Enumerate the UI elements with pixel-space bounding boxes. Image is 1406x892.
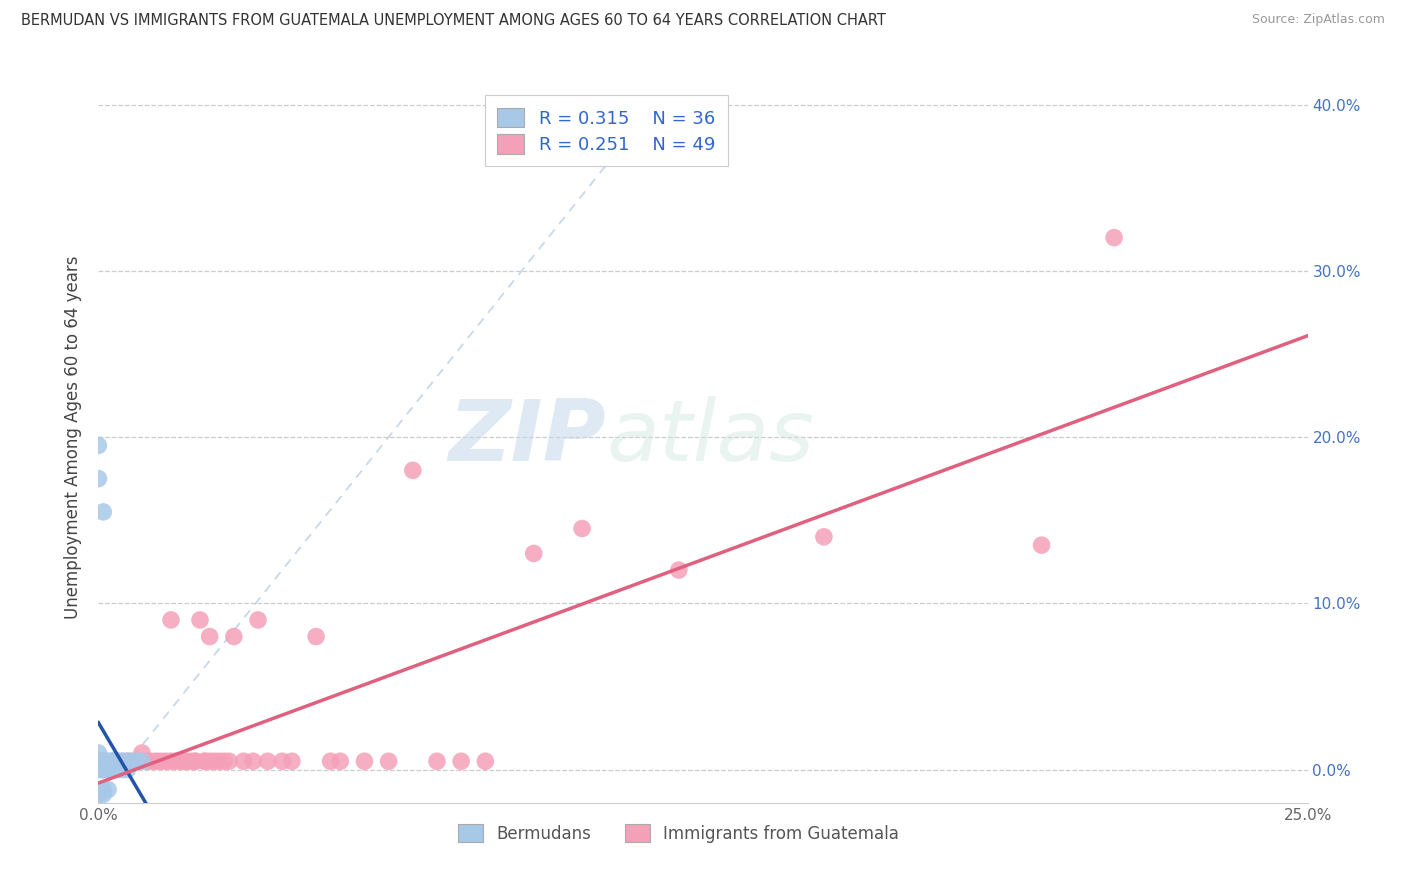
Point [160,613,183,627]
Point [91,505,114,519]
Point [232,754,254,768]
Point [121,754,143,768]
Point [101,763,124,777]
Point [222,630,245,644]
Point [91,754,114,768]
Text: Source: ZipAtlas.com: Source: ZipAtlas.com [1251,13,1385,27]
Point [87,472,110,486]
Point [91,763,114,777]
Point [141,754,163,768]
Point [188,613,211,627]
Point [179,754,201,768]
Point [218,754,240,768]
Point [208,754,231,768]
Point [131,754,153,768]
Point [101,754,124,768]
Point [117,754,139,768]
Point [668,563,690,577]
Point [474,754,496,768]
Point [97,754,120,768]
Text: atlas: atlas [606,395,814,479]
Point [204,754,226,768]
Point [169,754,191,768]
Point [194,754,217,768]
Point [107,754,129,768]
Point [91,763,114,777]
Point [91,782,114,797]
Point [87,754,110,768]
Point [101,754,124,768]
Point [91,763,114,777]
Point [813,530,835,544]
Point [127,754,149,768]
Point [87,788,110,802]
Point [87,746,110,760]
Y-axis label: Unemployment Among Ages 60 to 64 years: Unemployment Among Ages 60 to 64 years [65,255,83,619]
Point [256,754,278,768]
Point [107,763,129,777]
Point [127,754,149,768]
Point [353,754,375,768]
Point [571,521,593,535]
Point [212,754,235,768]
Point [131,746,153,760]
Point [111,754,134,768]
Point [1031,538,1053,552]
Point [450,754,472,768]
Point [87,438,110,452]
Point [145,754,167,768]
Point [155,754,177,768]
Point [97,782,120,797]
Point [87,763,110,777]
Point [97,763,120,777]
Point [271,754,294,768]
Point [117,754,139,768]
Point [97,754,120,768]
Point [107,754,129,768]
Point [97,763,120,777]
Point [281,754,304,768]
Point [87,763,110,777]
Point [150,754,173,768]
Text: BERMUDAN VS IMMIGRANTS FROM GUATEMALA UNEMPLOYMENT AMONG AGES 60 TO 64 YEARS COR: BERMUDAN VS IMMIGRANTS FROM GUATEMALA UN… [21,13,886,29]
Point [121,754,143,768]
Point [402,463,425,477]
Point [198,754,221,768]
Point [174,754,197,768]
Point [174,754,197,768]
Point [305,630,328,644]
Point [91,788,114,802]
Point [184,754,207,768]
Point [160,754,183,768]
Point [198,630,221,644]
Point [101,754,124,768]
Point [184,754,207,768]
Point [194,754,217,768]
Point [87,754,110,768]
Point [91,754,114,768]
Point [165,754,187,768]
Point [111,763,134,777]
Point [135,754,157,768]
Point [1102,230,1125,244]
Point [319,754,342,768]
Point [242,754,264,768]
Point [377,754,399,768]
Text: ZIP: ZIP [449,395,606,479]
Point [247,613,270,627]
Point [111,754,134,768]
Point [101,754,124,768]
Point [117,763,139,777]
Point [523,546,546,560]
Legend: Bermudans, Immigrants from Guatemala: Bermudans, Immigrants from Guatemala [451,817,905,849]
Point [329,754,352,768]
Point [426,754,449,768]
